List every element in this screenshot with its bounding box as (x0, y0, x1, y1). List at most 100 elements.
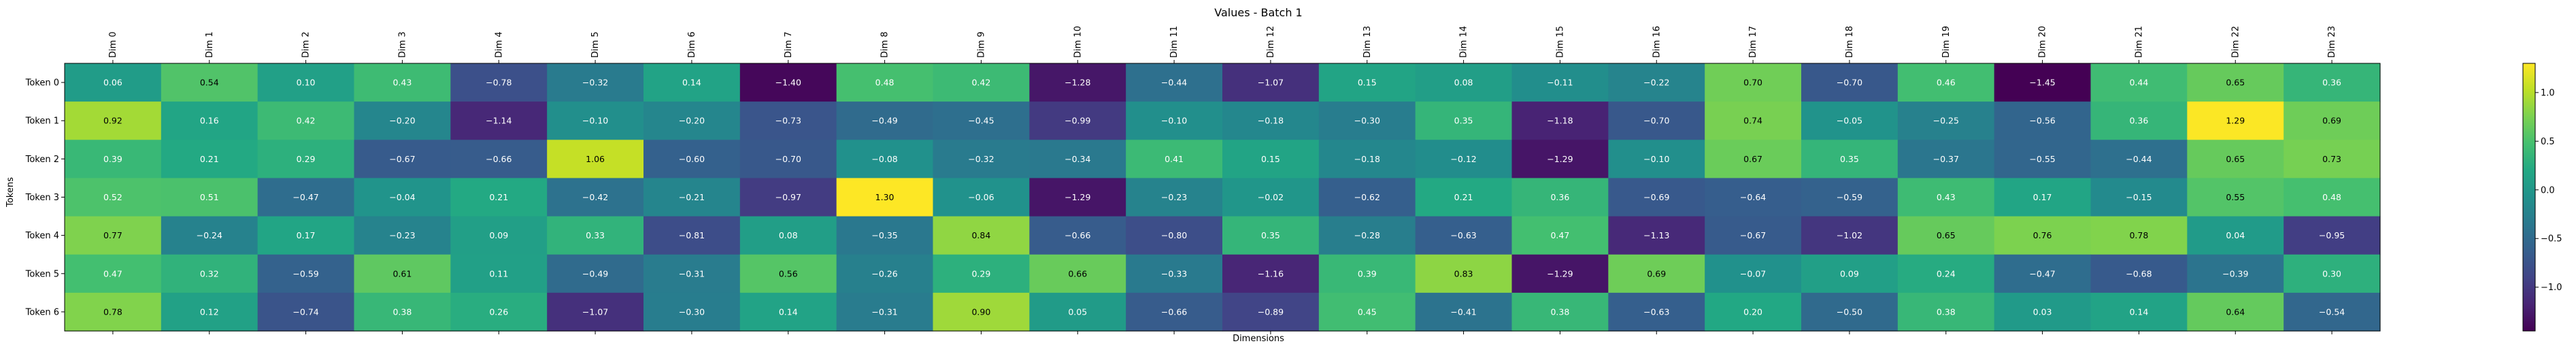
cell-value-label: −1.18 (1547, 116, 1573, 126)
cell-value-label: 0.36 (2129, 116, 2148, 126)
x-tick-label: Dim 2 (301, 31, 312, 58)
y-tick-label: Token 6 (25, 307, 59, 317)
heatmap-cell (2090, 292, 2188, 332)
heatmap-cell (1029, 216, 1126, 255)
cell-value-label: 0.41 (1165, 154, 1184, 164)
heatmap-cell (933, 140, 1030, 179)
colorbar-tick-label: −1.0 (2541, 283, 2562, 293)
cell-value-label: −0.05 (1837, 116, 1862, 126)
cell-value-label: −0.70 (1837, 78, 1862, 88)
heatmap-cell (2284, 254, 2381, 294)
heatmap-cell (933, 63, 1030, 102)
heatmap-cell (1801, 178, 1898, 217)
cell-value-label: 0.42 (297, 116, 316, 126)
heatmap-cell (1318, 216, 1416, 255)
cell-value-label: −0.34 (1065, 154, 1090, 164)
cell-value-label: −0.66 (486, 154, 512, 164)
cell-value-label: 0.47 (103, 268, 122, 279)
heatmap-cell (1801, 63, 1898, 102)
heatmap-cell (354, 101, 451, 140)
cell-value-label: −0.74 (292, 306, 318, 317)
heatmap-cell (933, 292, 1030, 332)
cell-value-label: −0.47 (292, 192, 318, 202)
heatmap-cell (1222, 63, 1320, 102)
cell-value-label: −0.25 (1933, 116, 1959, 126)
cell-value-label: 0.08 (779, 230, 798, 240)
heatmap-cell (1608, 101, 1705, 140)
heatmap-cell (2187, 101, 2284, 140)
cell-value-label: 0.65 (2226, 78, 2245, 88)
cell-value-label: −0.37 (1933, 154, 1959, 164)
heatmap-cell (161, 254, 258, 294)
cell-value-label: −0.70 (1643, 116, 1669, 126)
cell-value-label: 0.84 (971, 230, 990, 240)
heatmap-cell (65, 254, 162, 294)
cell-value-label: 0.73 (2322, 154, 2341, 164)
heatmap-cell (836, 254, 934, 294)
heatmap-cell (739, 63, 837, 102)
heatmap-cell (1608, 63, 1705, 102)
heatmap-cell (2187, 292, 2284, 332)
cell-value-label: 0.48 (875, 78, 894, 88)
heatmap-cell (933, 178, 1030, 217)
heatmap-cell (257, 63, 355, 102)
heatmap-cell (65, 216, 162, 255)
cell-value-label: 0.35 (1261, 230, 1280, 240)
heatmap-cell (1029, 254, 1126, 294)
heatmap-cell (2187, 63, 2284, 102)
heatmap-cell (2187, 178, 2284, 217)
cell-value-label: −0.59 (1837, 192, 1862, 202)
x-axis-ticks: Dim 0 Dim 1 Dim 2 Dim 3 Dim 4 Dim 5 Dim 6 Dim 7… (108, 26, 2337, 334)
cell-value-label: −1.02 (1837, 230, 1862, 240)
cell-value-label: −0.47 (2029, 268, 2055, 279)
heatmap-cell (1126, 254, 1223, 294)
colorbar-tick-label: 0.5 (2541, 137, 2555, 147)
heatmap-cell (1994, 216, 2092, 255)
cell-value-label: 0.17 (297, 230, 316, 240)
cell-value-label: 0.92 (103, 116, 122, 126)
heatmap-cell (450, 292, 548, 332)
x-tick-label: Dim 12 (1266, 26, 1276, 58)
heatmap-cell (1415, 292, 1513, 332)
cell-value-label: −0.68 (2126, 268, 2152, 279)
heatmap-cell (1222, 216, 1320, 255)
x-tick-label: Dim 22 (2230, 26, 2241, 58)
heatmap-cell (1511, 140, 1609, 179)
y-tick-label: Token 2 (25, 155, 59, 165)
cell-value-label: 0.32 (200, 268, 219, 279)
heatmap-cell (257, 292, 355, 332)
cell-value-label: 0.83 (1454, 268, 1473, 279)
heatmap-cell (1029, 140, 1126, 179)
heatmap-cell (1705, 101, 1802, 140)
cell-value-label: −0.11 (1547, 78, 1573, 88)
heatmap-cell (836, 63, 934, 102)
heatmap-cell (1897, 292, 1995, 332)
cell-value-label: −0.49 (582, 268, 608, 279)
cell-value-label: −0.33 (1161, 268, 1187, 279)
cell-value-label: −0.23 (389, 230, 415, 240)
heatmap-cell (1222, 292, 1320, 332)
x-tick-label: Dim 3 (397, 31, 407, 58)
heatmap-cell (161, 178, 258, 217)
y-tick-label: Token 0 (25, 78, 59, 89)
colorbar: 1.0 0.5 0.0 −0.5 −1.0 (2522, 63, 2562, 332)
cell-value-label: −0.59 (292, 268, 318, 279)
cell-value-label: −0.67 (1740, 230, 1766, 240)
heatmap-cell (1318, 101, 1416, 140)
x-tick-label: Dim 10 (1073, 26, 1083, 58)
cell-value-label: 0.05 (1068, 306, 1087, 317)
cell-value-label: −0.99 (1065, 116, 1090, 126)
heatmap-cell (1801, 101, 1898, 140)
cell-value-label: 0.14 (779, 306, 798, 317)
cell-value-label: −0.12 (1450, 154, 1476, 164)
cell-value-label: 0.70 (1743, 78, 1762, 88)
cell-value-label: −0.56 (2029, 116, 2055, 126)
heatmap-cell (836, 216, 934, 255)
cell-value-label: −1.40 (775, 78, 801, 88)
x-tick-label: Dim 19 (1941, 26, 1952, 58)
heatmap-cell (1029, 101, 1126, 140)
heatmap-cell (1801, 254, 1898, 294)
cell-value-label: 0.67 (1743, 154, 1762, 164)
cell-value-label: −0.21 (679, 192, 705, 202)
